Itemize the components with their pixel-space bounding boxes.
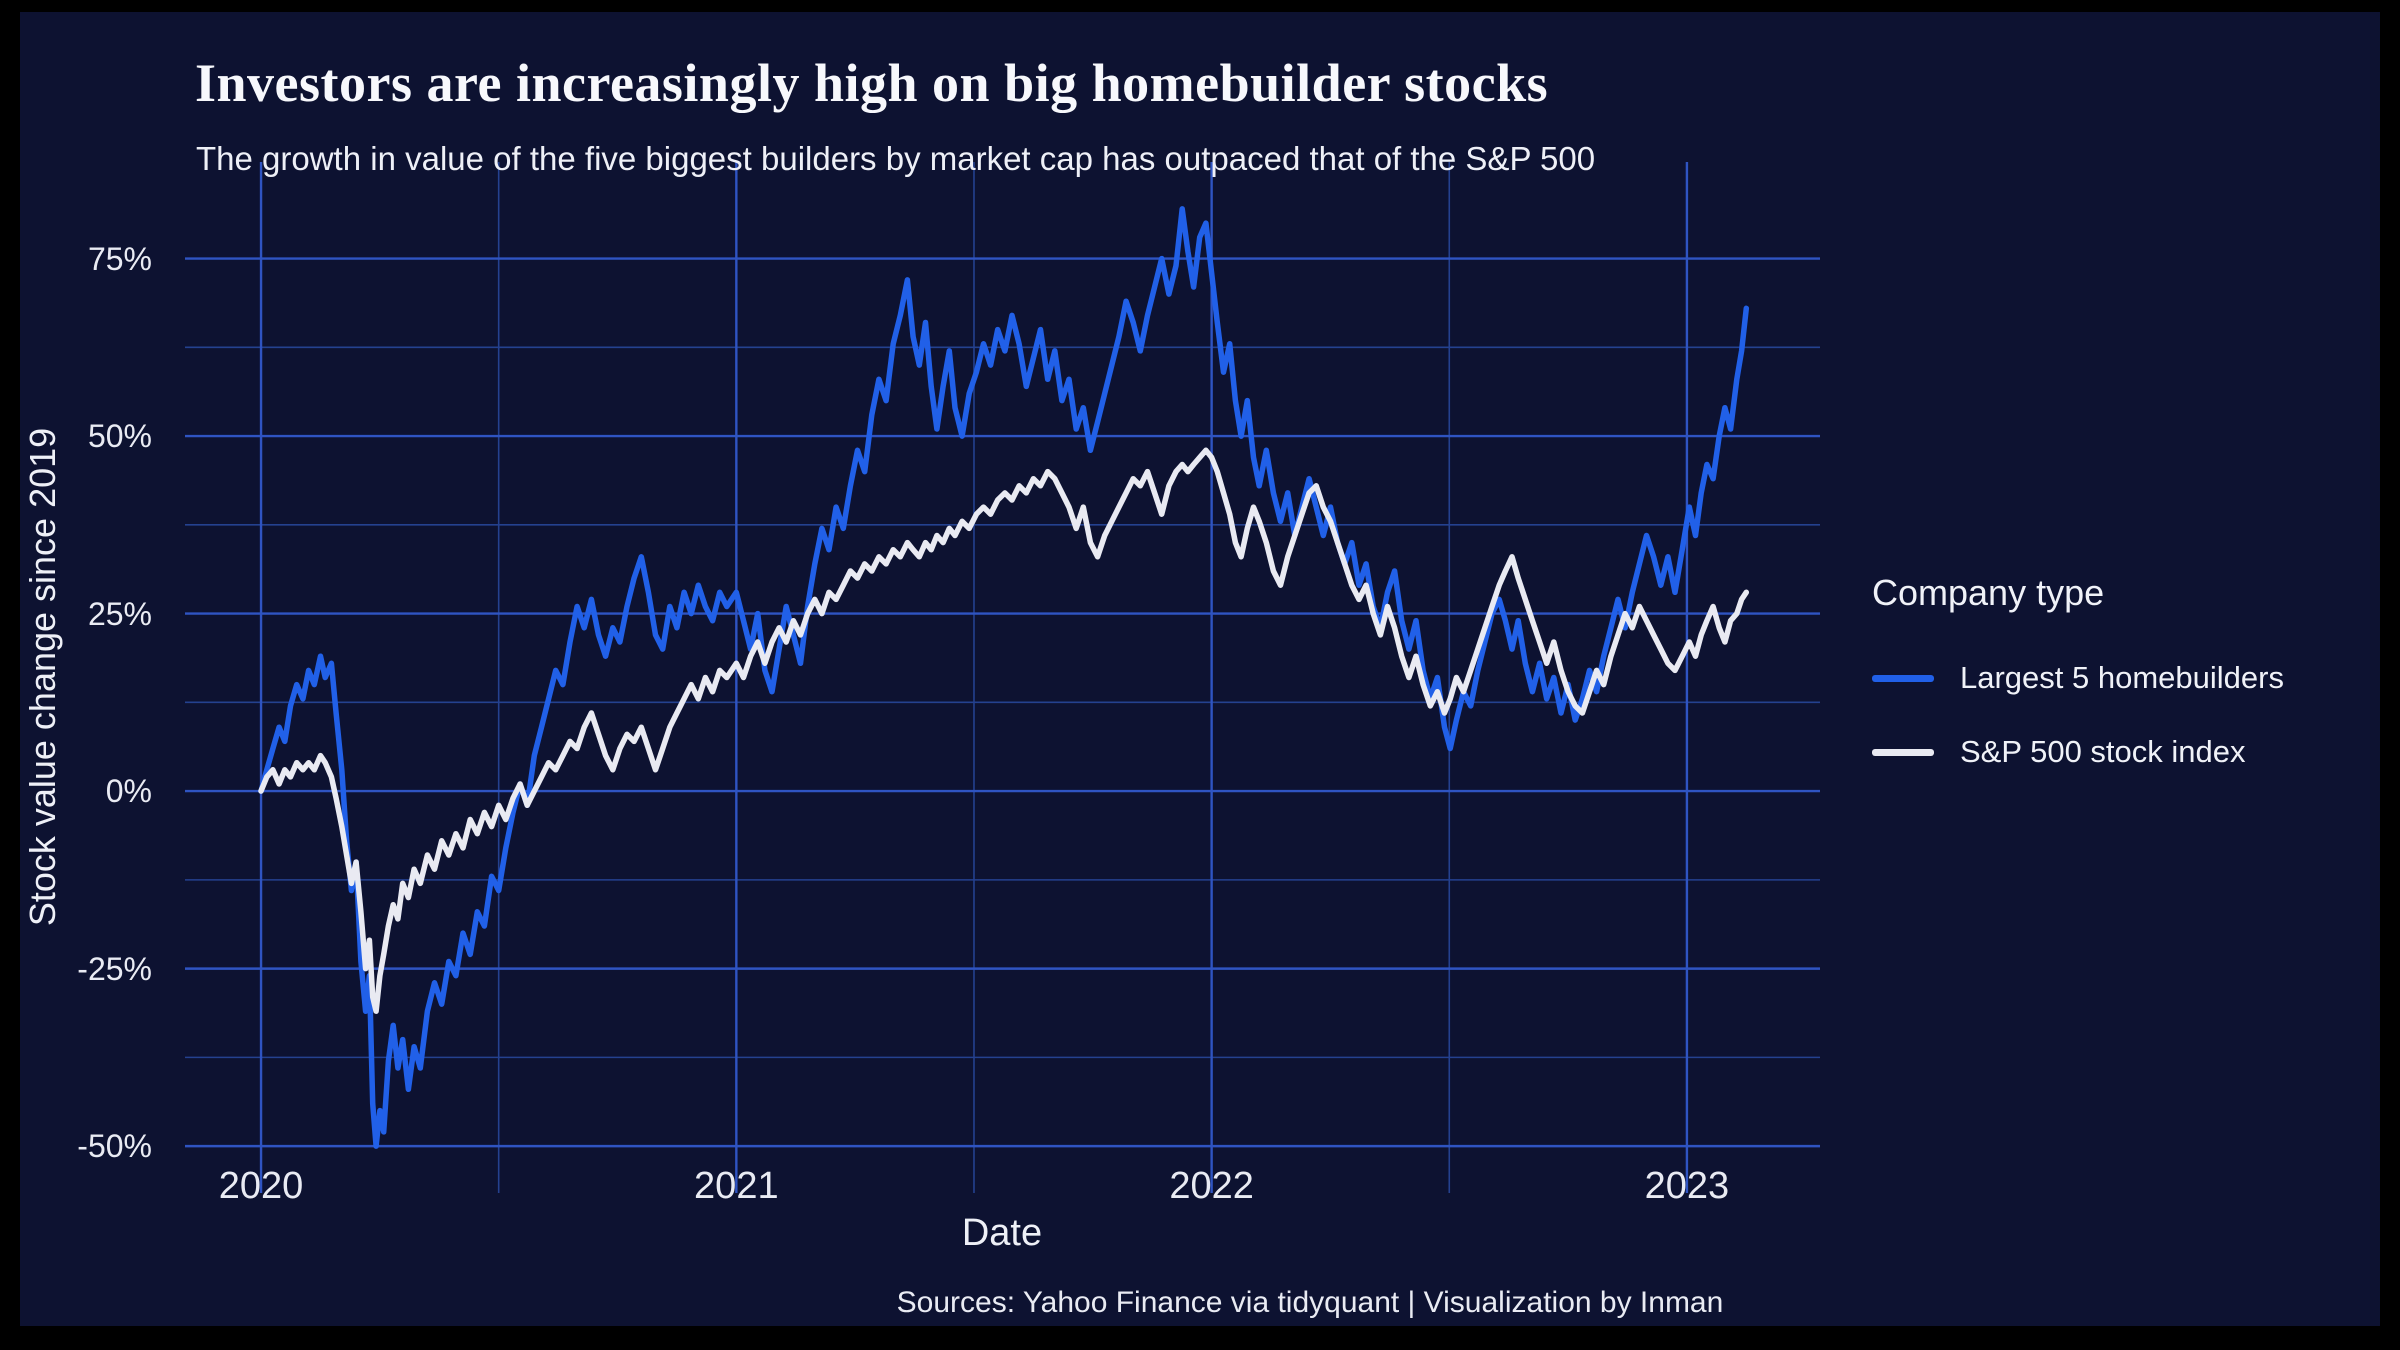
legend-key-line-icon [1872,674,1934,682]
legend-item-largest-5-homebuilders: Largest 5 homebuilders [1872,658,2392,698]
series-line-s-p-500-stock-index [258,447,1750,1014]
legend-item-label: Largest 5 homebuilders [1960,660,2284,695]
y-tick-label: -25% [77,950,152,987]
x-tick-label: 2020 [218,1165,304,1207]
legend-item-s-p-500-stock-index: S&P 500 stock index [1872,732,2392,772]
x-tick-label: 2021 [694,1165,779,1207]
x-tick-label: 2022 [1169,1165,1254,1207]
legend-key-line-icon [1872,748,1934,756]
source-attribution: Sources: Yahoo Finance via tidyquant | V… [896,1286,1724,1319]
x-axis-title: Date [961,1212,1043,1254]
x-tick-label: 2023 [1644,1165,1730,1207]
y-axis-title: Stock value change since 2019 [22,427,63,927]
y-tick-label: 50% [87,418,152,455]
y-tick-label: 25% [87,595,152,632]
y-tick-label: 75% [87,240,152,277]
legend-item-label: S&P 500 stock index [1960,734,2246,769]
series-line-largest-5-homebuilders [258,206,1750,1149]
legend: Company type Largest 5 homebuilders S&P 5… [1872,572,2392,806]
chart-title: Investors are increasingly high on big h… [195,53,1549,113]
y-tick-label: -50% [77,1128,152,1165]
legend-title: Company type [1872,572,2105,613]
chart-subtitle: The growth in value of the five biggest … [196,140,1596,177]
legend-items: Largest 5 homebuilders S&P 500 stock inde… [1872,658,2392,772]
y-tick-label: 0% [105,773,152,810]
